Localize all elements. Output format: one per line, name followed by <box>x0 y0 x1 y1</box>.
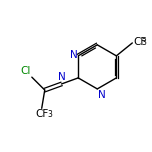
Text: 3: 3 <box>48 109 52 119</box>
Text: N: N <box>98 90 106 100</box>
Text: 3: 3 <box>142 38 147 47</box>
Text: N: N <box>70 50 77 60</box>
Text: Cl: Cl <box>21 66 31 76</box>
Text: CF: CF <box>133 37 146 47</box>
Text: N: N <box>58 72 66 82</box>
Text: CF: CF <box>35 109 48 119</box>
